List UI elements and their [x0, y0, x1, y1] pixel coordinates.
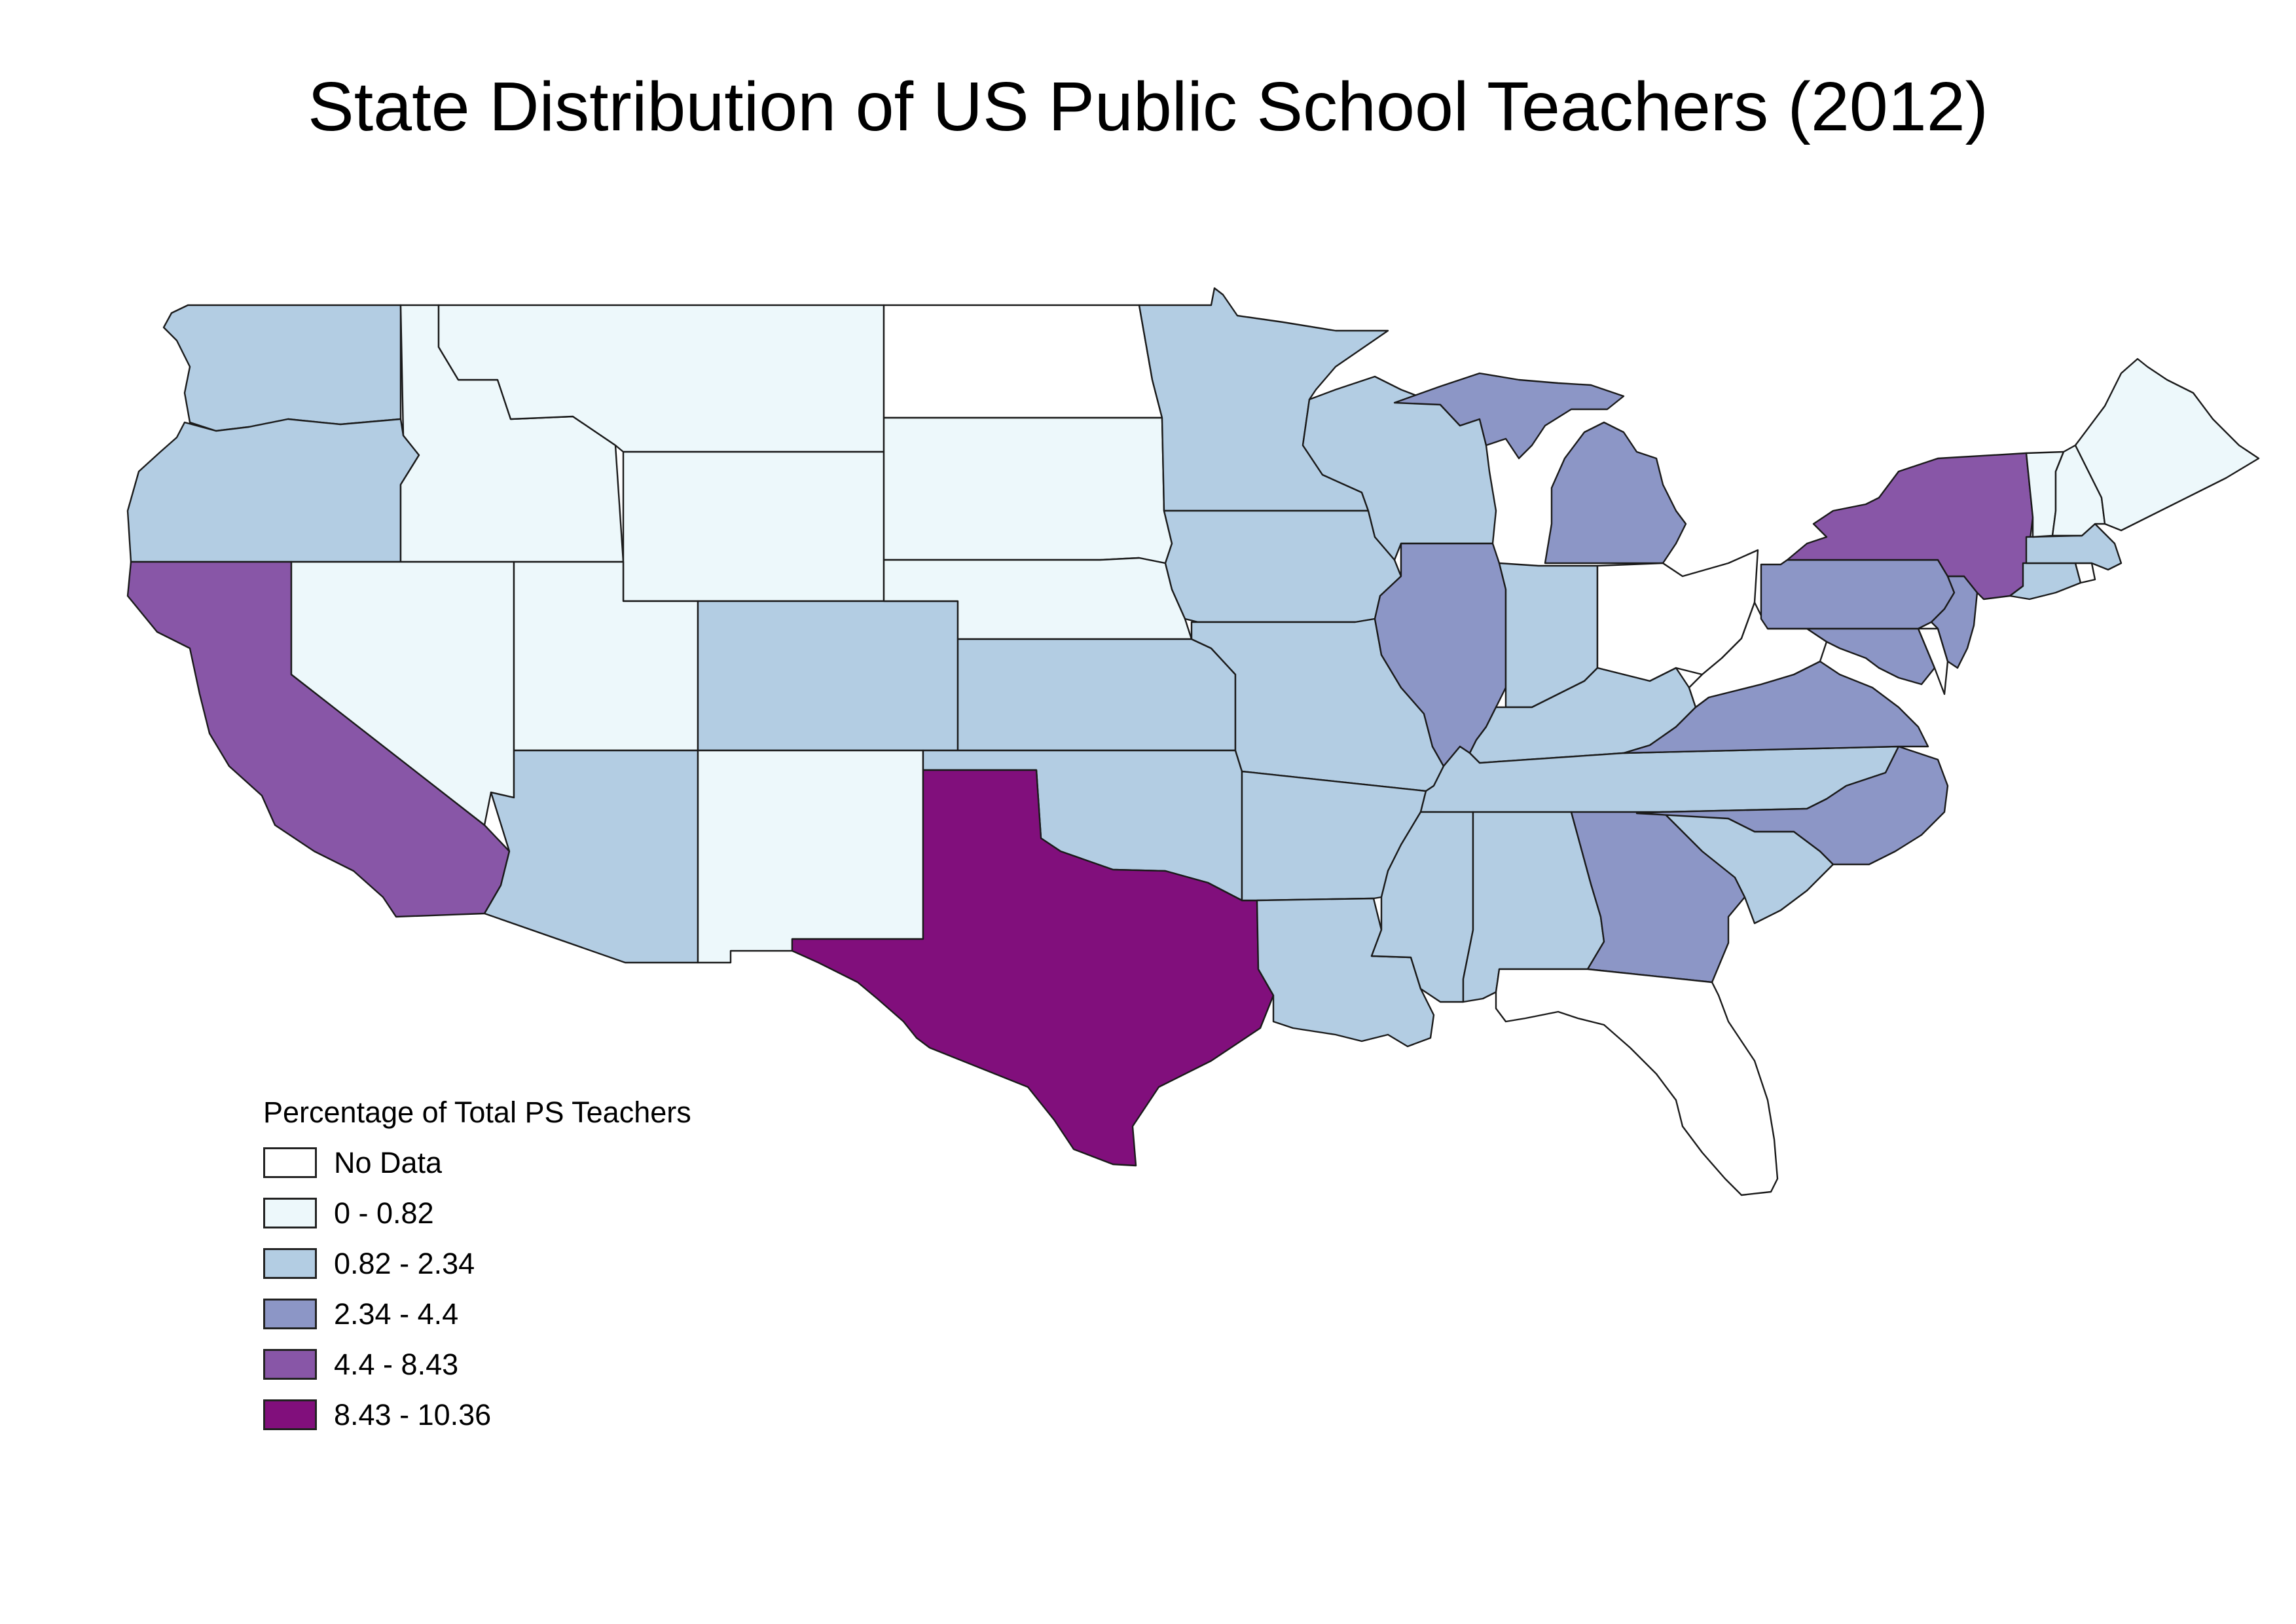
- state-wa: [162, 304, 402, 432]
- state-nd: [883, 304, 1163, 419]
- state-ca: [126, 561, 511, 918]
- map-title: State Distribution of US Public School T…: [308, 68, 1988, 145]
- legend-item: 4.4 - 8.43: [263, 1346, 691, 1382]
- legend-swatch: [263, 1197, 317, 1228]
- state-nm: [697, 749, 924, 964]
- legend-swatch: [263, 1247, 317, 1279]
- legend-swatch: [263, 1348, 317, 1380]
- legend-rows: No Data 0 - 0.82 0.82 - 2.34 2.34 - 4.4 4.4 …: [263, 1144, 691, 1433]
- legend-label: 0 - 0.82: [334, 1196, 434, 1230]
- legend-swatch: [263, 1147, 317, 1178]
- state-ia: [1163, 509, 1402, 623]
- state-wy: [622, 451, 885, 602]
- legend-label: 4.4 - 8.43: [334, 1347, 459, 1381]
- state-or: [126, 418, 420, 563]
- states-layer: [126, 287, 2260, 1196]
- state-me: [2074, 358, 2260, 532]
- state-sd: [883, 416, 1173, 564]
- legend-item: 0.82 - 2.34: [263, 1245, 691, 1282]
- legend-label: 0.82 - 2.34: [334, 1246, 475, 1280]
- state-nc: [1635, 745, 1949, 866]
- legend-title: Percentage of Total PS Teachers: [263, 1096, 691, 1129]
- legend-item: 0 - 0.82: [263, 1194, 691, 1231]
- state-co: [697, 600, 959, 752]
- legend-item: 2.34 - 4.4: [263, 1295, 691, 1332]
- state-ks: [957, 638, 1237, 752]
- legend-swatch: [263, 1399, 317, 1430]
- legend: Percentage of Total PS Teachers No Data 0…: [263, 1098, 691, 1447]
- state-fl: [1495, 968, 1779, 1196]
- state-de: [1917, 627, 1949, 695]
- state-pa: [1760, 559, 1956, 630]
- legend-label: 2.34 - 4.4: [334, 1297, 459, 1331]
- state-mi: [1393, 372, 1687, 564]
- legend-label: 8.43 - 10.36: [334, 1397, 492, 1431]
- legend-item: No Data: [263, 1144, 691, 1181]
- legend-item: 8.43 - 10.36: [263, 1396, 691, 1433]
- legend-label: No Data: [334, 1145, 443, 1179]
- state-tx: [791, 769, 1275, 1167]
- state-az: [483, 749, 699, 964]
- legend-swatch: [263, 1298, 317, 1329]
